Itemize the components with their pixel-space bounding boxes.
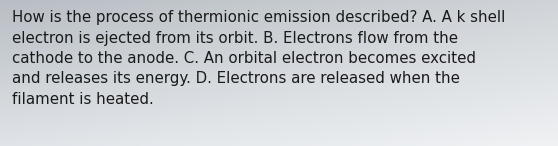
Text: How is the process of thermionic emission described? A. A k shell
electron is ej: How is the process of thermionic emissio… [12,10,506,107]
